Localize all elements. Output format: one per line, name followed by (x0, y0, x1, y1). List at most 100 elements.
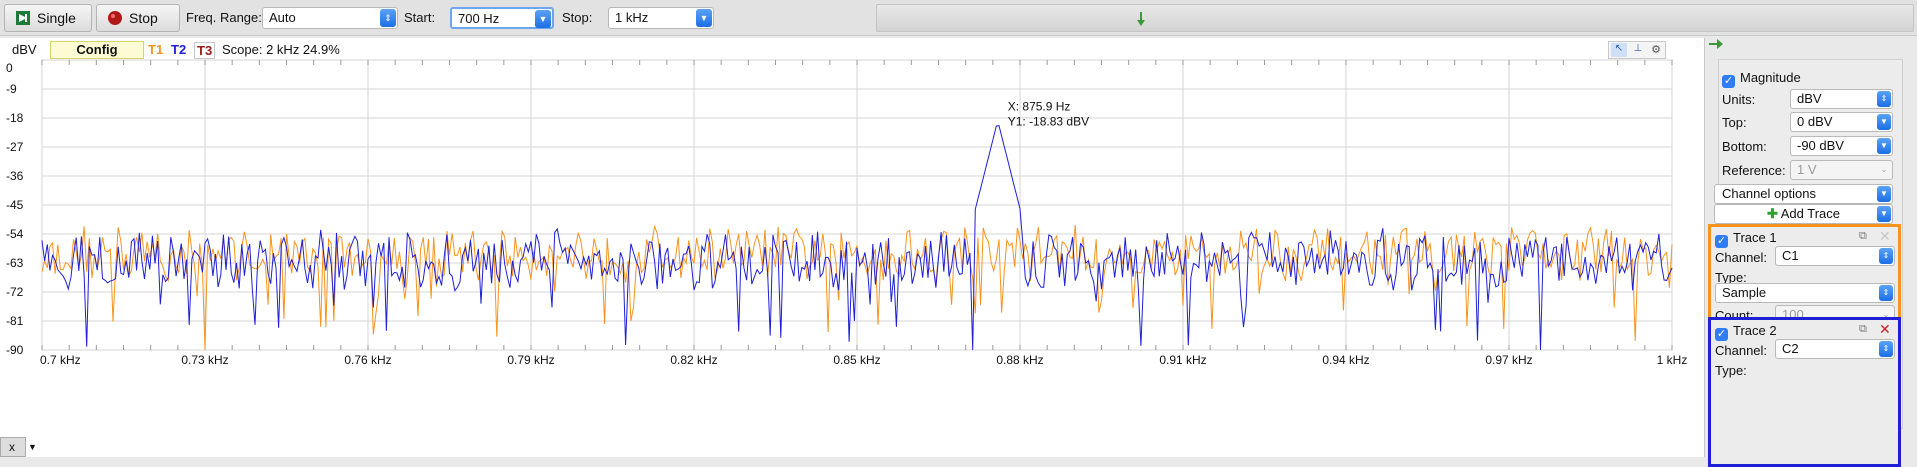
arrow-down-icon (1137, 12, 1145, 26)
chevron-down-icon: ▼ (1877, 186, 1891, 202)
magnitude-label: Magnitude (1740, 70, 1801, 85)
tab-trace-3[interactable]: T3 (194, 42, 216, 59)
stop-field-label: Stop: (562, 10, 593, 25)
units-select[interactable]: dBV ⇕ (1790, 89, 1893, 109)
trace-1-settings: ✓ Trace 1 ⧉ ✕ Channel: C1 ⇕ Type: Sample ⇕ … (1708, 224, 1901, 328)
trace-2-type-label: Type: (1715, 363, 1747, 378)
bottom-select[interactable]: -90 dBV ▼ (1790, 136, 1893, 156)
config-button[interactable]: Config (50, 41, 144, 59)
x-axis-labels: 0.7 kHz 0.73 kHz 0.76 kHz 0.79 kHz 0.82 kHz 0… (40, 353, 1687, 367)
chevron-down-icon: ▼ (696, 9, 712, 27)
trace-2-checkbox[interactable]: ✓ Trace 2 (1715, 323, 1777, 341)
stop-input[interactable]: 1 kHz ▼ (608, 7, 714, 29)
freq-range-value: Auto (269, 10, 296, 25)
add-trace-button[interactable]: ✚ Add Trace ▼ (1714, 204, 1893, 224)
scope-status: Scope: 2 kHz 24.9% (222, 42, 340, 57)
y-tick-label: -63 (6, 256, 24, 270)
x-tick-label: 0.73 kHz (181, 353, 228, 367)
stop-button[interactable]: Stop (96, 4, 180, 32)
trace-2-channel-select[interactable]: C2 ⇕ (1775, 339, 1895, 359)
single-button-label: Single (37, 10, 76, 26)
checkmark-icon: ✓ (1722, 75, 1735, 88)
trace-1-type-select[interactable]: Sample ⇕ (1715, 283, 1895, 303)
x-tick-label: 0.94 kHz (1322, 353, 1369, 367)
tab-trace-2[interactable]: T2 (171, 42, 187, 57)
add-trace-label: Add Trace (1780, 206, 1841, 221)
freq-range-select[interactable]: Auto ⇕ (262, 7, 398, 29)
magnitude-checkbox[interactable]: ✓ Magnitude (1722, 70, 1801, 88)
trace-2-settings: ✓ Trace 2 ⧉ ✕ Channel: C2 ⇕ Type: (1708, 317, 1901, 467)
top-select[interactable]: 0 dBV ▼ (1790, 112, 1893, 132)
y-tick-label: -45 (6, 198, 24, 212)
close-icon[interactable]: ✕ (1879, 321, 1891, 337)
updown-arrows-icon: ⇕ (1879, 341, 1893, 357)
y-tick-label: -72 (6, 285, 24, 299)
copy-icon[interactable]: ⧉ (1859, 230, 1867, 242)
close-icon[interactable]: ✕ (1879, 228, 1891, 244)
pointer-tool-icon[interactable]: ↖ (1611, 43, 1627, 57)
checkmark-icon: ✓ (1715, 328, 1728, 341)
plus-icon: ✚ (1766, 206, 1778, 221)
trace-1-checkbox[interactable]: ✓ Trace 1 (1715, 230, 1777, 248)
gear-icon[interactable]: ⚙ (1651, 44, 1661, 56)
x-button-label: x (9, 440, 15, 454)
y-tick-label: -81 (6, 314, 24, 328)
updown-arrows-icon: ⇕ (380, 9, 396, 27)
y-tick-label: -90 (6, 343, 24, 357)
chart-grid (41, 59, 1673, 351)
stop-button-label: Stop (129, 10, 158, 26)
start-value: 700 Hz (458, 11, 500, 26)
x-tick-label: 0.91 kHz (1159, 353, 1206, 367)
x-tick-label: 0.88 kHz (996, 353, 1043, 367)
y-tick-label: -54 (6, 227, 24, 241)
reference-value: 1 V (1797, 162, 1817, 177)
chevron-down-icon: ▼ (1877, 138, 1891, 154)
y-tick-label: -9 (6, 82, 17, 96)
trace-2-channel-value: C2 (1782, 341, 1799, 356)
units-label: Units: (1722, 92, 1756, 107)
stop-value: 1 kHz (615, 10, 649, 25)
chevron-down-icon: ▼ (1877, 206, 1891, 222)
freq-range-label: Freq. Range: (186, 10, 262, 25)
single-run-icon (16, 11, 30, 25)
start-input[interactable]: 700 Hz ▼ (450, 7, 554, 29)
arrow-right-icon[interactable] (1708, 38, 1724, 50)
trace-1-type-value: Sample (1722, 285, 1767, 300)
reference-label: Reference: (1722, 163, 1786, 178)
updown-arrows-icon: ⇕ (1877, 91, 1891, 107)
checkmark-icon: ✓ (1715, 235, 1728, 248)
reference-select[interactable]: 1 V ⌄ (1790, 160, 1893, 180)
top-value: 0 dBV (1797, 114, 1833, 129)
trace-1-title: Trace 1 (1733, 230, 1777, 245)
dock-strip[interactable] (876, 4, 1914, 32)
chevron-down-icon: ▼ (1877, 114, 1891, 130)
trace-2-line (41, 125, 1673, 351)
plot-area: dBV Config T1 T2 T3 Scope: 2 kHz 24.9% ↖… (0, 38, 1705, 457)
x-tick-label: 0.79 kHz (507, 353, 554, 367)
bottom-label: Bottom: (1722, 139, 1767, 154)
x-tick-label: 0.97 kHz (1485, 353, 1532, 367)
updown-arrows-icon: ⇕ (1879, 248, 1893, 264)
cursor-x-readout: X: 875.9 Hz (1008, 100, 1071, 114)
chevron-down-icon[interactable]: ▼ (28, 442, 37, 452)
copy-icon[interactable]: ⧉ (1859, 323, 1867, 335)
y-unit-label: dBV (12, 42, 37, 57)
trace-1-channel-select[interactable]: C1 ⇕ (1775, 246, 1895, 266)
settings-panel: ✓ Magnitude Units: dBV ⇕ Top: 0 dBV ▼ Botto… (1706, 38, 1917, 467)
chevron-down-icon: ⌄ (1882, 310, 1890, 319)
trace-1-type-label: Type: (1715, 270, 1747, 285)
x-tick-label: 0.7 kHz (40, 353, 81, 367)
plot-tool-group: ↖ ⊥ ⚙ (1608, 41, 1666, 59)
axis-tool-icon[interactable]: ⊥ (1633, 43, 1643, 54)
y-tick-label: -27 (6, 140, 24, 154)
spectrum-chart[interactable]: 0-9-18-27-36-45-54-63-72-81-90 0.7 kHz 0.… (0, 38, 1705, 457)
chart-traces (41, 125, 1673, 351)
channel-options-select[interactable]: Channel options ▼ (1714, 184, 1893, 204)
x-axis-close-button[interactable]: x (0, 437, 26, 457)
chevron-down-icon: ▼ (535, 10, 551, 28)
tab-trace-1[interactable]: T1 (148, 42, 164, 57)
single-button[interactable]: Single (4, 4, 92, 32)
channel-options-label: Channel options (1722, 186, 1816, 201)
y-axis-labels: 0 -9 -18 -27 -36 -45 -54 -63 -72 -81 -90 (6, 61, 24, 357)
top-label: Top: (1722, 115, 1747, 130)
